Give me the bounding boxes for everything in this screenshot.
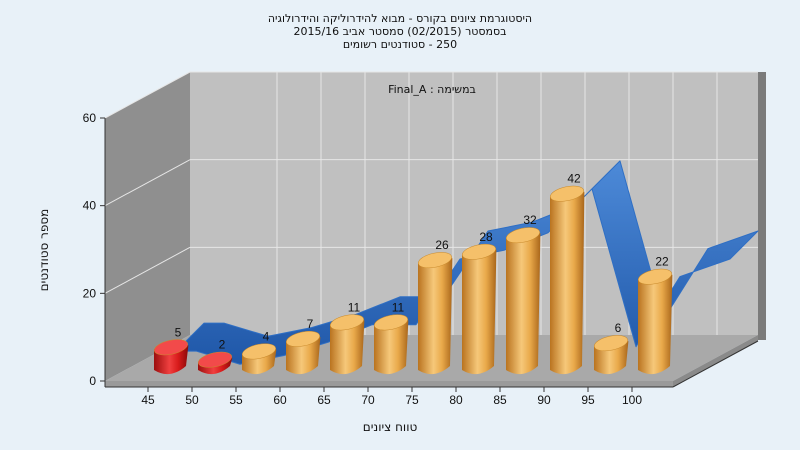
x-tick-label-0: 45 — [141, 393, 155, 407]
x-tick-label-3: 60 — [273, 393, 287, 407]
bar-top-10 — [594, 335, 628, 352]
bar-value-label-8: 32 — [523, 213, 537, 227]
bar-4 — [330, 314, 365, 375]
bar-value-label-1: 2 — [219, 338, 226, 352]
y-tick-label-2: 40 — [83, 199, 97, 213]
bar-0 — [154, 339, 189, 375]
bar-top-11 — [638, 268, 672, 285]
floor-edge — [105, 381, 673, 387]
gridline-left-1 — [104, 246, 191, 294]
bar-body-6 — [418, 258, 453, 375]
bar-value-label-5: 11 — [392, 300, 405, 314]
bar-5 — [374, 314, 409, 375]
floor-diagonal-line — [672, 340, 759, 388]
bar-2 — [242, 343, 277, 375]
bar-3 — [286, 330, 321, 375]
bar-6 — [418, 252, 453, 375]
x-tick-label-9: 90 — [537, 393, 551, 407]
bar-body-9 — [550, 191, 585, 375]
x-tick-label-2: 55 — [229, 393, 243, 407]
vertical-gridlines — [276, 72, 718, 335]
y-tick-label-3: 60 — [83, 111, 97, 125]
bar-body-7 — [462, 249, 497, 375]
bar-8 — [506, 227, 541, 375]
bar-value-label-10: 6 — [615, 321, 622, 335]
x-tick-label-4: 65 — [317, 393, 331, 407]
bar-10 — [594, 335, 629, 375]
left-wall — [105, 72, 190, 381]
bar-value-label-11: 22 — [655, 255, 669, 269]
bar-body-11 — [638, 274, 673, 375]
bar-top-0 — [154, 339, 188, 356]
x-axis-title: טווח ציונים — [363, 420, 418, 434]
bar-labels: 5 2 4 7 11 11 26 28 32 42 6 22 — [175, 172, 669, 352]
gridline-left-3 — [104, 71, 191, 119]
y-axis-ticks: 0 20 40 60 — [83, 111, 105, 388]
bar-top-7 — [462, 243, 496, 260]
y-tick-label-0: 0 — [89, 374, 96, 388]
chart-title-line3: 250 - סטודנטים רשומים — [343, 38, 457, 51]
y-axis-title: מספר סטודנטים — [37, 209, 51, 292]
bar-top-1 — [198, 351, 232, 368]
x-tick-label-6: 75 — [405, 393, 419, 407]
bar-value-label-2: 4 — [263, 329, 270, 343]
chart-title-line1: היסטוגרמת ציונים בקורס - מבוא להידרוליקה… — [268, 12, 532, 25]
gridline-left-2 — [104, 159, 191, 207]
floor-side-edge — [673, 335, 758, 387]
x-axis-ticks: 45 50 55 60 65 70 75 80 85 90 95 100 — [141, 387, 642, 407]
bar-body-5 — [374, 320, 409, 375]
bar-body-4 — [330, 320, 365, 375]
chart-title-line2: בסמסטר (02/2015) סמסטר אביב 2015/16 — [293, 25, 506, 38]
gridlines — [104, 71, 758, 294]
x-tick-label-5: 70 — [361, 393, 375, 407]
bar-top-3 — [286, 330, 320, 347]
series-annotation: במשימה : Final_A — [388, 83, 476, 96]
x-tick-label-10: 95 — [581, 393, 595, 407]
bar-1 — [198, 351, 233, 375]
x-tick-label-1: 50 — [185, 393, 199, 407]
x-tick-label-11: 100 — [622, 393, 642, 407]
bar-value-label-9: 42 — [567, 172, 581, 186]
bar-value-label-4: 11 — [348, 300, 361, 314]
x-tick-label-7: 80 — [449, 393, 463, 407]
bar-9 — [550, 185, 585, 375]
bar-top-6 — [418, 252, 452, 269]
bar-top-2 — [242, 343, 276, 360]
bar-value-label-6: 26 — [435, 238, 449, 252]
bar-value-label-7: 28 — [479, 230, 493, 244]
y-tick-label-1: 20 — [83, 286, 97, 300]
bars — [154, 185, 673, 375]
bar-body-8 — [506, 233, 541, 375]
bar-value-label-3: 7 — [307, 317, 314, 331]
bar-top-4 — [330, 314, 364, 331]
bar-top-5 — [374, 314, 408, 331]
x-tick-label-8: 85 — [493, 393, 507, 407]
bar-value-label-0: 5 — [175, 325, 182, 339]
bar-top-8 — [506, 227, 540, 244]
bar-7 — [462, 243, 497, 375]
bar-top-9 — [550, 185, 584, 202]
bar-11 — [638, 268, 673, 375]
